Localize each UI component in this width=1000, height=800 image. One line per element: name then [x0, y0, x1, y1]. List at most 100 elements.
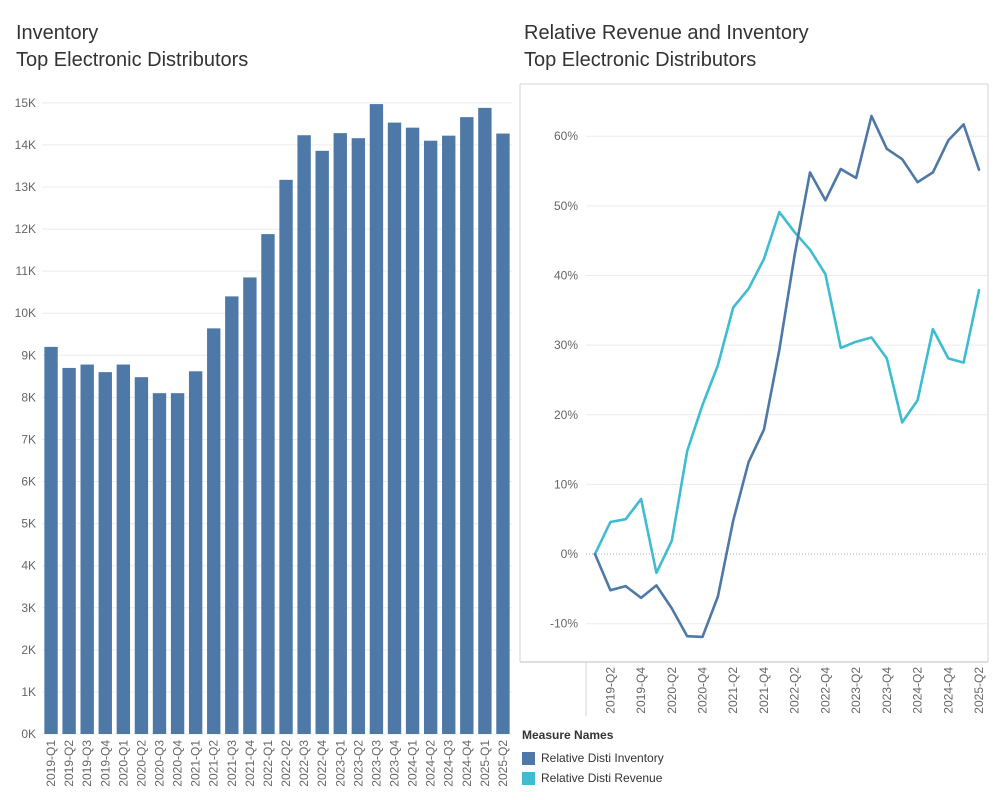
- bar: [80, 364, 94, 734]
- series-line-inventory: [593, 114, 981, 639]
- x-tick-label: 2021-Q2: [726, 667, 740, 714]
- right-chart-title-line1: Relative Revenue and Inventory: [524, 22, 809, 44]
- x-tick-label: 2025-Q2: [496, 740, 510, 787]
- bar: [116, 364, 131, 734]
- bar: [152, 393, 167, 734]
- x-tick-label: 2019-Q3: [80, 740, 94, 787]
- bar: [387, 122, 402, 735]
- x-tick-label: 2020-Q2: [134, 740, 148, 787]
- x-tick-label: 2023-Q4: [388, 740, 402, 787]
- bar: [207, 328, 221, 734]
- x-tick-label: 2023-Q4: [880, 667, 894, 714]
- left-chart-title-line2: Top Electronic Distributors: [16, 49, 249, 71]
- y-tick-label: 4K: [21, 559, 36, 573]
- y-tick-label: 50%: [554, 199, 578, 213]
- y-tick-label: 8K: [21, 390, 36, 404]
- bar: [261, 234, 275, 734]
- y-tick-label: 12K: [15, 222, 36, 236]
- legend-title: Measure Names: [522, 728, 614, 742]
- x-tick-label: 2020-Q1: [116, 740, 130, 787]
- bar: [62, 367, 76, 734]
- legend-label-revenue: Relative Disti Revenue: [541, 771, 663, 785]
- relative-line-chart: -10% 0% 10% 20% 30% 40% 50% 60% 2019-Q2 2019-Q4 20…: [519, 83, 989, 716]
- x-tick-label: 2020-Q4: [171, 740, 185, 787]
- legend-label-inventory: Relative Disti Inventory: [541, 751, 664, 765]
- x-tick-label: 2024-Q4: [941, 667, 955, 714]
- bar: [315, 150, 329, 735]
- x-tick-label: 2022-Q1: [261, 740, 275, 787]
- x-tick-label: 2022-Q4: [315, 740, 329, 787]
- bar: [225, 296, 239, 734]
- bar: [442, 135, 456, 734]
- x-tick-label: 2021-Q3: [225, 740, 239, 787]
- y-tick-label: 11K: [16, 264, 36, 278]
- y-tick-label: 60%: [554, 129, 578, 143]
- x-tick-label: 2023-Q2: [351, 740, 365, 787]
- x-tick-label: 2024-Q2: [424, 740, 438, 787]
- x-tick-label: 2024-Q2: [911, 667, 925, 714]
- left-chart-title-line1: Inventory: [16, 22, 99, 44]
- y-tick-label: 0K: [21, 727, 36, 741]
- bar: [243, 277, 257, 734]
- y-tick-label: 2K: [21, 643, 36, 657]
- bar: [279, 179, 293, 735]
- bar: [170, 393, 185, 734]
- bar: [369, 104, 384, 734]
- bar: [351, 138, 366, 734]
- x-tick-label: 2019-Q4: [634, 667, 648, 714]
- legend-item-revenue[interactable]: Relative Disti Revenue: [522, 768, 664, 788]
- x-tick-label: 2020-Q4: [696, 667, 710, 714]
- legend-swatch-inventory: [522, 751, 535, 765]
- bar: [478, 107, 492, 735]
- y-tick-label: 6K: [21, 475, 36, 489]
- bar: [134, 377, 149, 734]
- y-tick-label: 30%: [554, 338, 578, 352]
- y-tick-label: 10%: [554, 477, 578, 491]
- x-tick-label: 2019-Q2: [603, 667, 617, 714]
- y-tick-label: 3K: [21, 601, 36, 615]
- legend-item-inventory[interactable]: Relative Disti Inventory: [522, 748, 664, 768]
- bar: [98, 372, 112, 734]
- y-tick-label: 15K: [15, 96, 36, 110]
- x-tick-label: 2023-Q1: [333, 740, 347, 787]
- legend: Measure Names Relative Disti Inventory R…: [522, 728, 664, 788]
- x-tick-label: 2021-Q4: [243, 740, 257, 787]
- y-tick-label: 7K: [21, 432, 36, 446]
- series-line-revenue: [593, 210, 981, 575]
- x-tick-label: 2022-Q2: [788, 667, 802, 714]
- y-tick-label: 40%: [554, 269, 578, 283]
- x-tick-label: 2022-Q4: [818, 667, 832, 714]
- inventory-bar-chart: 0K 1K 2K 3K 4K 5K 6K 7K 8K 9K 10K 11K 12K 13K 14K 15K 20…: [15, 96, 512, 787]
- x-tick-label: 2025-Q1: [478, 740, 492, 787]
- x-tick-label: 2024-Q1: [406, 740, 420, 787]
- y-tick-label: -10%: [550, 617, 578, 631]
- bar: [496, 133, 510, 735]
- y-tick-label: 0%: [561, 547, 579, 561]
- y-tick-label: 20%: [554, 408, 578, 422]
- x-tick-label: 2021-Q4: [757, 667, 771, 714]
- x-tick-label: 2019-Q2: [62, 740, 76, 787]
- bar: [423, 140, 438, 734]
- x-tick-label: 2021-Q2: [207, 740, 221, 787]
- y-tick-label: 1K: [21, 685, 36, 699]
- y-tick-label: 10K: [15, 306, 36, 320]
- y-tick-label: 13K: [15, 180, 36, 194]
- bar: [44, 346, 58, 734]
- x-tick-label: 2023-Q3: [369, 740, 383, 787]
- x-tick-label: 2022-Q2: [279, 740, 293, 787]
- y-tick-label: 9K: [21, 348, 36, 362]
- right-chart-title: Relative Revenue and Inventory Top Elect…: [524, 20, 809, 74]
- bar: [460, 117, 474, 734]
- y-tick-label: 5K: [21, 517, 36, 531]
- x-tick-label: 2024-Q3: [442, 740, 456, 787]
- x-tick-label: 2020-Q2: [665, 667, 679, 714]
- y-tick-label: 14K: [15, 138, 36, 152]
- x-tick-label: 2024-Q4: [460, 740, 474, 787]
- legend-swatch-revenue: [522, 771, 535, 785]
- bar: [297, 135, 311, 734]
- x-tick-label: 2020-Q3: [153, 740, 167, 787]
- left-chart-title: Inventory Top Electronic Distributors: [16, 20, 248, 74]
- x-tick-label: 2021-Q1: [189, 740, 203, 787]
- x-tick-label: 2019-Q1: [44, 740, 58, 787]
